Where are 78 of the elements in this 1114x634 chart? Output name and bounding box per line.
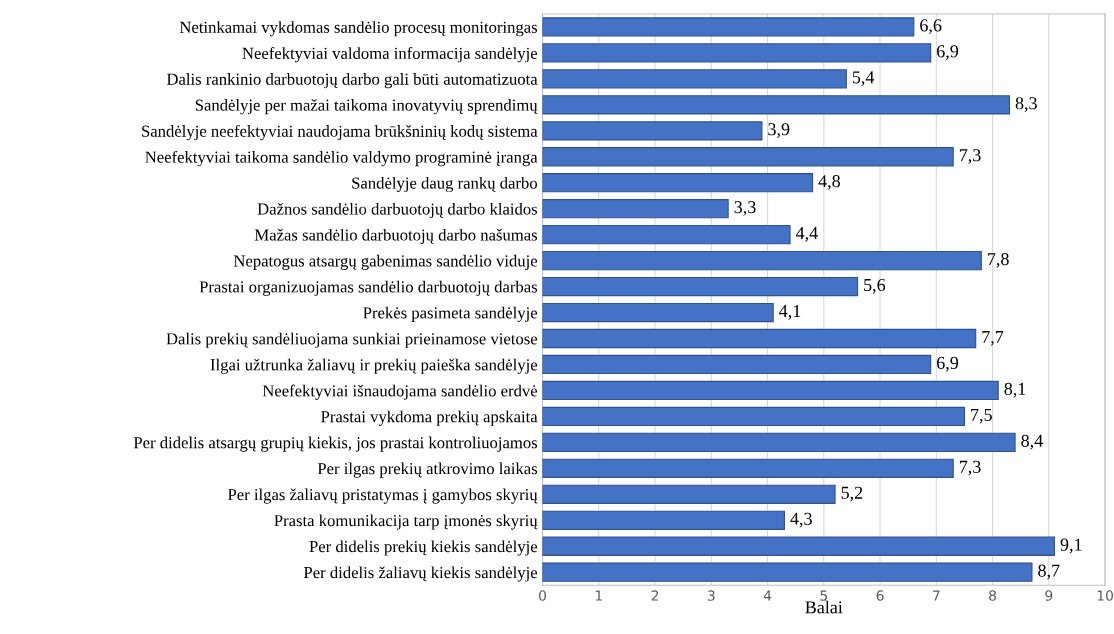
y-tick-label: Prastai organizuojamas sandėlio darbuotojų darbas bbox=[199, 280, 538, 296]
y-tick-label: Mažas sandėlio darbuotojų darbo našumas bbox=[254, 228, 538, 244]
y-tick-label: Per ilgas prekių atkrovimo laikas bbox=[317, 462, 538, 478]
x-tick-label: 1 bbox=[595, 590, 602, 601]
y-tick-label: Sandėlyje daug rankų darbo bbox=[352, 176, 538, 193]
y-tick-label: Per didelis atsargų grupių kiekis, jos prastai kontroliuojamos bbox=[133, 436, 538, 452]
data-label: 4,8 bbox=[818, 175, 840, 190]
y-tick-label: Per didelis žaliavų kiekis sandėlyje bbox=[303, 566, 538, 582]
data-label: 7,8 bbox=[988, 252, 1009, 268]
data-label: 7,3 bbox=[959, 460, 981, 476]
y-tick-label: Per didelis prekių kiekis sandėlyje bbox=[309, 540, 538, 556]
y-tick-label: Sandėlyje per mažai taikoma inovatyvių sprendimų bbox=[195, 99, 538, 115]
bar bbox=[542, 250, 982, 271]
x-tick-label: 9 bbox=[1045, 590, 1053, 601]
data-label: 7,3 bbox=[959, 149, 981, 164]
x-tick-label: 5 bbox=[820, 590, 828, 601]
y-tick-label: Ilgai užtrunka žaliavų ir prekių paieška sandėlyje bbox=[210, 358, 538, 374]
data-label: 4,3 bbox=[790, 512, 812, 528]
bar bbox=[542, 43, 932, 63]
y-tick-label: Dalis rankinio darbuotojų darbo gali būti automatizuota bbox=[166, 73, 538, 89]
bar bbox=[542, 432, 1016, 453]
data-label: 8,1 bbox=[1004, 382, 1026, 398]
bar bbox=[542, 121, 763, 141]
bar bbox=[542, 510, 785, 530]
y-tick-label: Dažnos sandėlio darbuotojų darbo klaidos bbox=[257, 202, 538, 219]
y-tick-label: Prekės pasimeta sandėlyje bbox=[363, 306, 538, 322]
x-tick-label: 2 bbox=[651, 590, 659, 601]
data-label: 8,7 bbox=[1038, 564, 1060, 580]
x-tick-label: 3 bbox=[707, 590, 715, 601]
bar bbox=[542, 406, 966, 427]
bar bbox=[542, 225, 791, 245]
bar bbox=[542, 354, 932, 375]
y-tick-label: Neefektyviai išnaudojama sandėlio erdvė bbox=[262, 384, 538, 400]
bar bbox=[542, 17, 915, 37]
y-tick-label: Sandėlyje neefektyviai naudojama brūkšninių kodų sistema bbox=[142, 124, 538, 141]
bar bbox=[542, 199, 729, 219]
bar bbox=[542, 484, 836, 504]
bar bbox=[542, 536, 1056, 556]
y-tick-label: Dalis prekių sandėliuojama sunkiai prieinamose vietose bbox=[166, 332, 538, 348]
x-tick-label: 4 bbox=[763, 590, 772, 601]
x-tick-label: 7 bbox=[933, 590, 940, 601]
data-label: 4,4 bbox=[795, 227, 818, 242]
data-label: 6,6 bbox=[920, 19, 942, 35]
x-tick-label: 10 bbox=[1097, 590, 1113, 601]
data-label: 6,9 bbox=[937, 356, 959, 372]
data-label: 5,4 bbox=[852, 71, 875, 86]
y-tick-label: Netinkamai vykdomas sandėlio procesų monitoringas bbox=[179, 21, 538, 37]
bar bbox=[542, 380, 999, 401]
bar bbox=[542, 302, 774, 323]
bar bbox=[542, 458, 954, 478]
data-label: 3,9 bbox=[768, 123, 790, 138]
data-label: 3,3 bbox=[734, 201, 756, 216]
bar bbox=[542, 276, 859, 297]
y-tick-label: Prastai vykdoma prekių apskaita bbox=[321, 410, 538, 426]
data-label: 5,2 bbox=[841, 486, 863, 502]
data-label: 4,1 bbox=[779, 304, 801, 320]
x-tick-label: 6 bbox=[876, 590, 884, 601]
data-label: 7,5 bbox=[971, 408, 992, 424]
y-tick-label: Prasta komunikacija tarp įmonės skyrių bbox=[274, 514, 538, 530]
data-label: 8,4 bbox=[1021, 434, 1043, 450]
bar bbox=[542, 147, 954, 167]
data-label: 7,7 bbox=[982, 331, 1004, 346]
data-label: 5,6 bbox=[864, 278, 886, 294]
bar bbox=[542, 69, 847, 89]
y-tick-label: Per ilgas žaliavų pristatymas į gamybos skyrių bbox=[228, 488, 538, 504]
bar bbox=[542, 562, 1033, 582]
data-label: 6,9 bbox=[937, 45, 959, 61]
x-axis-title: Balai bbox=[805, 600, 843, 614]
x-tick-label: 0 bbox=[539, 590, 547, 601]
y-tick-label: Neefektyviai valdoma informacija sandėlyje bbox=[242, 47, 538, 63]
y-tick-label: Neefektyviai taikoma sandėlio valdymo programinė įranga bbox=[145, 150, 538, 167]
bar bbox=[542, 95, 1011, 115]
data-label: 8,3 bbox=[1015, 97, 1037, 112]
y-tick-label: Nepatogus atsargų gabenimas sandėlio viduje bbox=[233, 254, 538, 270]
x-tick-label: 8 bbox=[989, 590, 997, 601]
bar bbox=[542, 328, 977, 349]
data-label: 9,1 bbox=[1060, 538, 1082, 554]
bar bbox=[542, 173, 814, 193]
